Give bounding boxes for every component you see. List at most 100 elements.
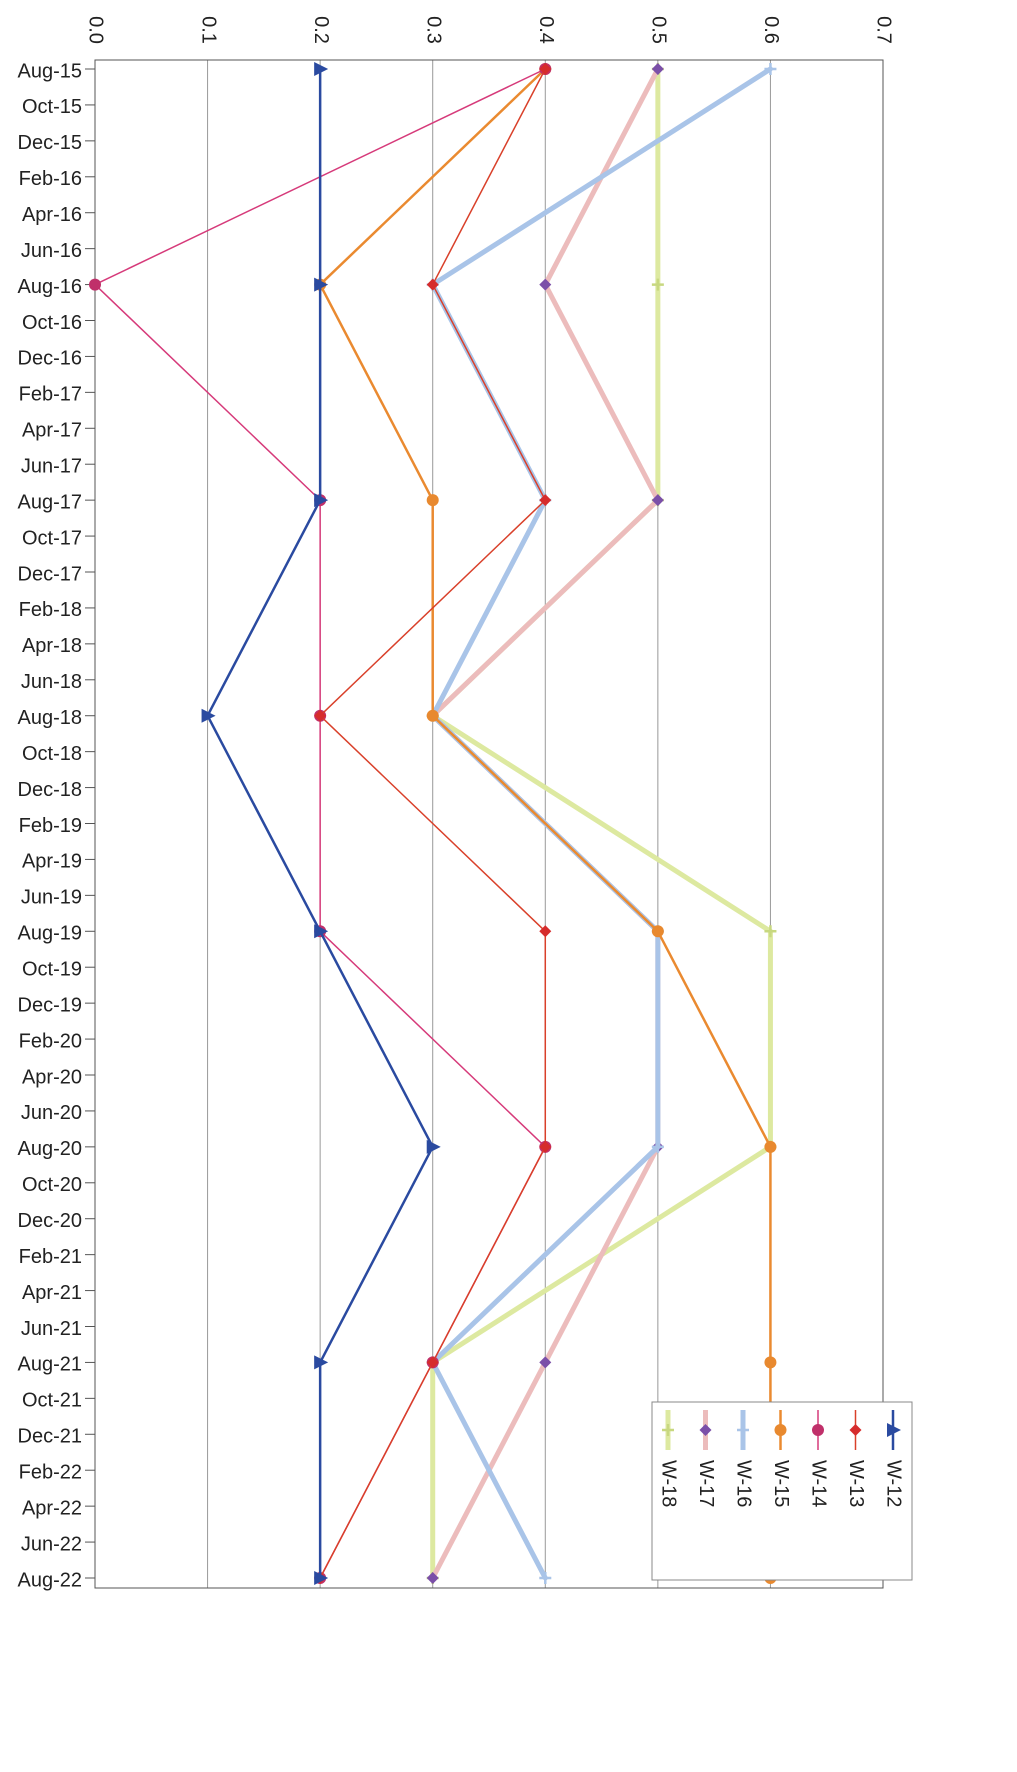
marker	[887, 1423, 901, 1437]
line-segment	[431, 68, 547, 286]
marker	[539, 925, 552, 938]
marker	[651, 494, 664, 507]
marker	[699, 1424, 712, 1436]
marker	[314, 1571, 329, 1585]
x-tick-label: Oct-15	[22, 96, 82, 118]
marker	[426, 1572, 439, 1584]
x-tick-label: Apr-18	[22, 635, 82, 657]
marker	[539, 1356, 552, 1369]
marker	[201, 708, 216, 723]
x-tick-label: Feb-19	[19, 815, 82, 837]
line-segment	[318, 930, 434, 1149]
marker	[651, 1140, 664, 1153]
x-tick-label: Jun-19	[21, 887, 82, 909]
marker	[426, 709, 439, 722]
marker	[764, 1140, 777, 1153]
marker	[314, 1355, 329, 1370]
line-segment	[430, 1359, 548, 1581]
x-tick-label: Feb-18	[19, 599, 82, 621]
marker	[774, 1424, 787, 1436]
legend-label: W-15	[770, 1460, 792, 1507]
marker	[539, 278, 552, 291]
marker	[812, 1424, 824, 1436]
x-tick-label: Aug-17	[18, 491, 83, 513]
x-tick-label: Aug-20	[18, 1138, 83, 1160]
x-tick-label: Jun-16	[21, 240, 82, 262]
line-segment	[319, 930, 547, 1148]
x-tick-label: Aug-16	[18, 276, 83, 298]
marker	[849, 1424, 862, 1436]
line-segment	[319, 1361, 434, 1579]
x-tick-label: Jun-17	[21, 455, 82, 477]
marker	[764, 925, 777, 938]
x-tick-label: Aug-15	[18, 60, 83, 82]
marker	[539, 63, 552, 75]
x-tick-label: Aug-22	[18, 1569, 83, 1591]
marker	[651, 63, 664, 75]
legend: W-12 W-13 W-14 W-15 W-16 W-17 W-18	[651, 1401, 913, 1581]
line-segment	[206, 498, 322, 717]
x-tick-label: Feb-17	[19, 384, 82, 406]
x-tick-label: Dec-16	[18, 348, 82, 370]
line-segment	[206, 714, 322, 933]
line-segment	[430, 713, 773, 934]
x-tick-label: Feb-16	[19, 168, 82, 190]
marker	[314, 709, 327, 722]
series	[314, 63, 552, 1584]
line-segment	[430, 497, 661, 719]
series	[201, 62, 441, 1585]
marker	[89, 278, 101, 291]
line-segment	[656, 930, 772, 1149]
marker	[737, 1424, 749, 1436]
marker	[426, 494, 439, 507]
marker	[651, 925, 664, 938]
x-tick-label: Apr-22	[22, 1497, 82, 1519]
line-segment	[318, 283, 434, 502]
marker	[539, 1140, 552, 1153]
marker	[314, 924, 329, 939]
x-tick-label: Oct-16	[22, 312, 82, 334]
y-tick-label: 0.3	[422, 16, 444, 44]
x-tick-label: Jun-20	[21, 1102, 82, 1124]
x-tick-label: Aug-19	[18, 923, 83, 945]
x-tick-label: Dec-17	[18, 563, 82, 585]
x-tick-label: Jun-21	[21, 1318, 82, 1340]
x-tick-label: Jun-22	[21, 1533, 82, 1555]
line-segment	[431, 1146, 547, 1364]
line-segment	[431, 283, 547, 501]
marker	[539, 494, 552, 507]
x-tick-label: Dec-21	[18, 1426, 82, 1448]
marker	[314, 277, 329, 292]
legend-label: W-12	[883, 1460, 905, 1507]
marker	[539, 1572, 552, 1584]
x-tick-label: Jun-18	[21, 671, 82, 693]
marker	[314, 62, 329, 76]
line-segment	[318, 1145, 434, 1364]
marker	[426, 1356, 439, 1369]
x-tick-label: Apr-16	[22, 204, 82, 226]
x-tick-label: Oct-19	[22, 958, 82, 980]
marker	[314, 493, 329, 508]
y-tick-label: 0.1	[197, 16, 219, 44]
marker	[764, 63, 777, 75]
marker	[651, 278, 664, 291]
x-tick-label: Feb-21	[19, 1246, 82, 1268]
legend-label: W-14	[808, 1460, 830, 1507]
line-segment	[430, 1144, 661, 1365]
marker	[764, 1356, 777, 1369]
line-segment	[319, 499, 547, 717]
line-segment	[319, 714, 547, 933]
x-tick-label: Dec-20	[18, 1210, 82, 1232]
x-tick-label: Oct-20	[22, 1174, 82, 1196]
x-tick-label: Apr-17	[22, 420, 82, 442]
line-segment	[542, 1144, 661, 1365]
legend-label: W-16	[733, 1460, 755, 1507]
line-segment	[431, 714, 660, 933]
y-tick-label: 0.4	[535, 16, 557, 44]
line-segment	[318, 67, 547, 286]
y-tick-label: 0.7	[873, 16, 895, 44]
x-tick-label: Apr-19	[22, 851, 82, 873]
x-tick-label: Aug-18	[18, 707, 83, 729]
marker	[426, 278, 439, 291]
